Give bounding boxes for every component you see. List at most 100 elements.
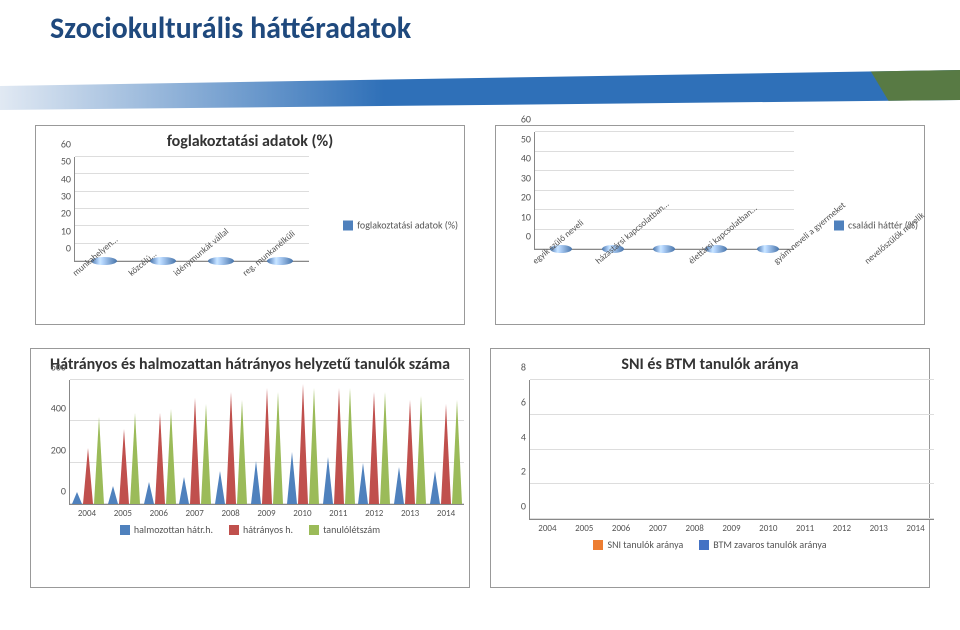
legend-label: foglakoztatási adatok (%) [357, 219, 458, 232]
cone [190, 398, 200, 504]
x-label: 2011 [320, 505, 356, 519]
chart-title: foglakoztatási adatok (%) [46, 132, 454, 151]
cone [380, 392, 390, 504]
y-tick: 6 [502, 395, 526, 408]
cone [405, 400, 415, 504]
legend-label: tanulólétszám [323, 523, 380, 536]
legend: SNI tanulók aránya BTM zavaros tanulók ar… [501, 534, 919, 551]
legend-label: családi háttér (%) [848, 219, 918, 232]
x-label: 2005 [566, 520, 603, 534]
legend-label: halmozottan hátr.h. [134, 523, 213, 536]
y-tick: 40 [507, 152, 531, 165]
chart-sni-btm: SNI és BTM tanulók aránya024682004200520… [490, 348, 930, 588]
x-label: 2007 [177, 505, 213, 519]
x-label: 2012 [356, 505, 392, 519]
x-label: 2005 [105, 505, 141, 519]
y-tick: 20 [47, 207, 71, 220]
x-label: 2014 [428, 505, 464, 519]
chart-row-bottom: Hátrányos és halmozattan hátrányos helyz… [0, 343, 960, 588]
y-tick: 4 [502, 430, 526, 443]
page-header: Szociokulturális háttéradatok [0, 0, 960, 120]
cone [108, 486, 118, 504]
x-label: 2011 [787, 520, 824, 534]
cone [251, 461, 261, 504]
x-label: 2007 [639, 520, 676, 534]
y-tick: 2 [502, 465, 526, 478]
x-label: 2010 [750, 520, 787, 534]
y-tick: 8 [502, 361, 526, 374]
y-tick: 30 [507, 171, 531, 184]
cone [416, 396, 426, 504]
y-tick: 10 [47, 224, 71, 237]
x-label: 2012 [824, 520, 861, 534]
y-tick: 200 [42, 443, 66, 456]
cone [262, 388, 272, 504]
y-tick: 600 [42, 361, 66, 374]
cone [166, 409, 176, 504]
cone [273, 392, 283, 504]
cone [226, 392, 236, 504]
cone [155, 413, 165, 504]
y-tick: 0 [507, 230, 531, 243]
cone [72, 492, 82, 504]
x-label: 2004 [69, 505, 105, 519]
legend: foglakoztatási adatok (%) [343, 219, 458, 232]
x-label: 2006 [141, 505, 177, 519]
x-label: 2013 [392, 505, 428, 519]
x-label: 2009 [713, 520, 750, 534]
page-title: Szociokulturális háttéradatok [50, 10, 411, 47]
legend-label: hátrányos h. [243, 523, 293, 536]
x-label: 2013 [860, 520, 897, 534]
cone [430, 471, 440, 504]
x-label: 2014 [897, 520, 934, 534]
cone [237, 400, 247, 504]
cone [144, 482, 154, 504]
cone [83, 448, 93, 504]
x-label: 2009 [249, 505, 285, 519]
cone [452, 400, 462, 504]
cone [309, 388, 319, 504]
cone [369, 392, 379, 504]
y-tick: 0 [502, 500, 526, 513]
y-tick: 0 [47, 242, 71, 255]
y-tick: 20 [507, 191, 531, 204]
y-tick: 60 [507, 113, 531, 126]
y-tick: 10 [507, 210, 531, 223]
x-label: 2008 [213, 505, 249, 519]
y-tick: 30 [47, 190, 71, 203]
cone [394, 467, 404, 504]
y-tick: 0 [42, 485, 66, 498]
cone [334, 388, 344, 504]
y-tick: 50 [47, 155, 71, 168]
chart-family-bg: 0102030405060egyik szülő neveliházastárs… [495, 125, 925, 325]
legend: halmozottan hátr.h. hátrányos h. tanulólét… [41, 519, 459, 536]
cone [130, 413, 140, 504]
cone [179, 477, 189, 504]
chart-employment: foglakoztatási adatok (%)0102030405060mu… [35, 125, 465, 325]
y-tick: 400 [42, 402, 66, 415]
legend: családi háttér (%) [834, 219, 918, 232]
legend-label: BTM zavaros tanulók aránya [713, 538, 826, 551]
cone [215, 471, 225, 504]
cone [119, 429, 129, 504]
x-label: 2006 [603, 520, 640, 534]
chart-title: SNI és BTM tanulók aránya [501, 355, 919, 374]
chart-title: Hátrányos és halmozattan hátrányos helyz… [41, 355, 459, 374]
y-tick: 40 [47, 172, 71, 185]
cone [358, 463, 368, 504]
y-tick: 50 [507, 132, 531, 145]
y-tick: 60 [47, 138, 71, 151]
chart-row-top: foglakoztatási adatok (%)0102030405060mu… [0, 120, 960, 325]
legend-label: SNI tanulók aránya [607, 538, 683, 551]
x-label: 2004 [529, 520, 566, 534]
cone [201, 404, 211, 504]
cone [287, 452, 297, 504]
chart-disadvantaged: Hátrányos és halmozattan hátrányos helyz… [30, 348, 470, 588]
cone [345, 388, 355, 504]
cone [94, 417, 104, 504]
cone [441, 404, 451, 504]
cone [298, 384, 308, 504]
header-swoosh [0, 70, 960, 110]
x-label: 2008 [676, 520, 713, 534]
cone [323, 457, 333, 504]
